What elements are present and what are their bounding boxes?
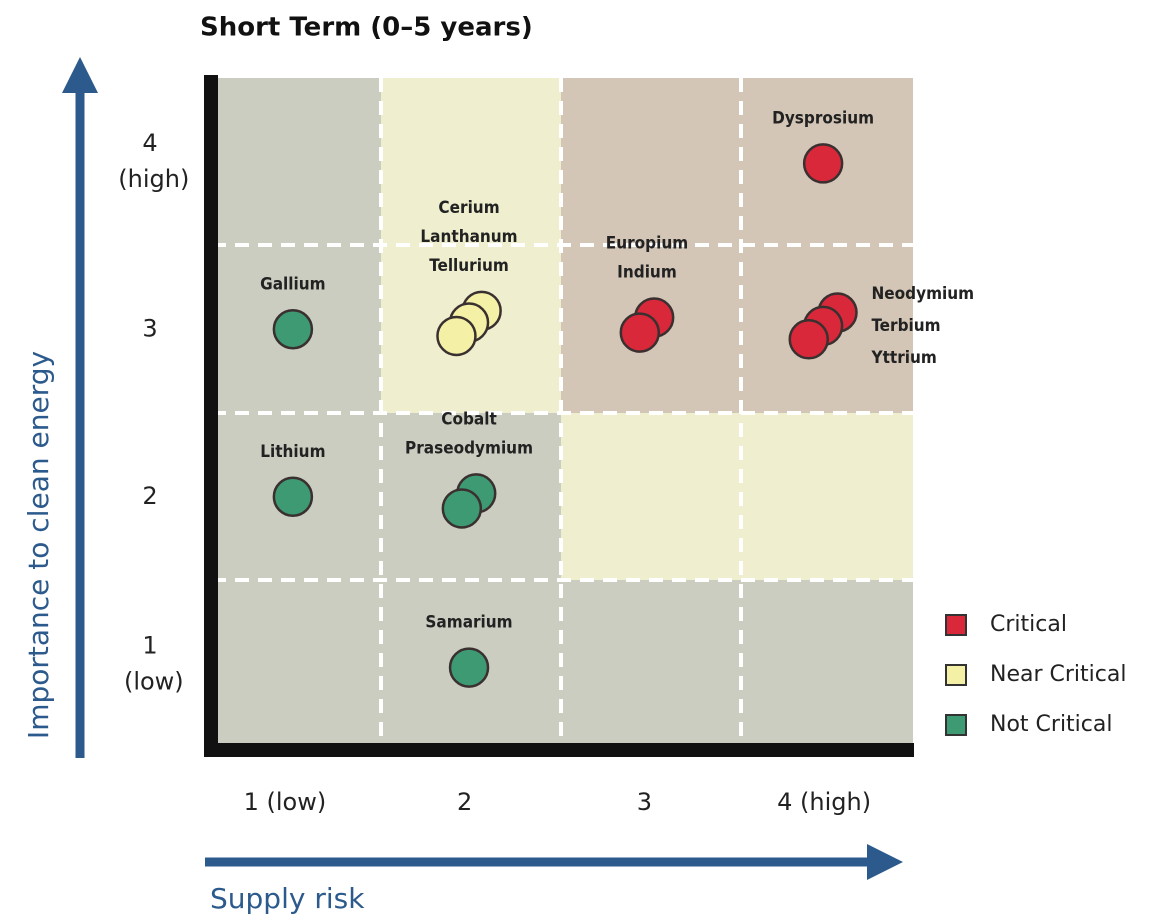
point bbox=[272, 309, 314, 350]
point-label: Praseodymium bbox=[405, 438, 533, 458]
y-axis bbox=[204, 75, 218, 757]
x-axis bbox=[204, 743, 914, 757]
legend-label: Not Critical bbox=[990, 712, 1112, 737]
point bbox=[441, 488, 483, 529]
point bbox=[272, 476, 314, 517]
point-label: Dysprosium bbox=[772, 108, 874, 128]
point-group bbox=[436, 290, 502, 357]
y-tick-label: 3 bbox=[142, 314, 157, 342]
point-group bbox=[272, 309, 314, 350]
point-group bbox=[619, 297, 675, 353]
point-label: Neodymium bbox=[872, 284, 975, 304]
point-label: Gallium bbox=[260, 274, 325, 294]
point bbox=[436, 315, 477, 357]
point-label: Cobalt bbox=[441, 409, 497, 429]
point bbox=[802, 143, 844, 184]
point-group bbox=[788, 292, 858, 360]
x-axis-label: Supply risk bbox=[210, 882, 365, 915]
x-tick-label: 2 bbox=[457, 788, 472, 816]
y-tick-label: 2 bbox=[142, 482, 157, 510]
point-label: Terbium bbox=[872, 316, 941, 336]
legend-swatch bbox=[945, 664, 967, 686]
point-label: Yttrium bbox=[871, 348, 937, 368]
legend-label: Critical bbox=[990, 612, 1067, 637]
x-tick-label: 1 (low) bbox=[244, 788, 327, 816]
legend-swatch bbox=[945, 714, 967, 736]
x-tick-label: 3 bbox=[637, 788, 652, 816]
y-tick-label: 1 (low) bbox=[116, 631, 183, 695]
point-label: Lithium bbox=[260, 442, 325, 462]
point-group bbox=[441, 473, 497, 529]
point-label: Tellurium bbox=[429, 256, 509, 276]
zones bbox=[212, 78, 913, 748]
legend-label: Near Critical bbox=[990, 662, 1126, 687]
legend-swatch bbox=[945, 614, 967, 636]
y-axis-label: Importance to clean energy bbox=[22, 351, 55, 739]
point bbox=[448, 647, 490, 688]
chart-title: Short Term (0–5 years) bbox=[200, 13, 533, 43]
point bbox=[619, 312, 661, 353]
point-label: Indium bbox=[617, 263, 677, 283]
point-label: Cerium bbox=[438, 198, 499, 218]
point-label: Lanthanum bbox=[420, 227, 517, 247]
point bbox=[788, 319, 829, 360]
point-group bbox=[802, 143, 844, 184]
y-tick-label: 4 (high) bbox=[111, 129, 190, 193]
point-label: Europium bbox=[606, 234, 688, 254]
point-group bbox=[272, 476, 314, 517]
point-label: Samarium bbox=[425, 613, 512, 633]
point-group bbox=[448, 647, 490, 688]
x-tick-label: 4 (high) bbox=[777, 788, 871, 816]
